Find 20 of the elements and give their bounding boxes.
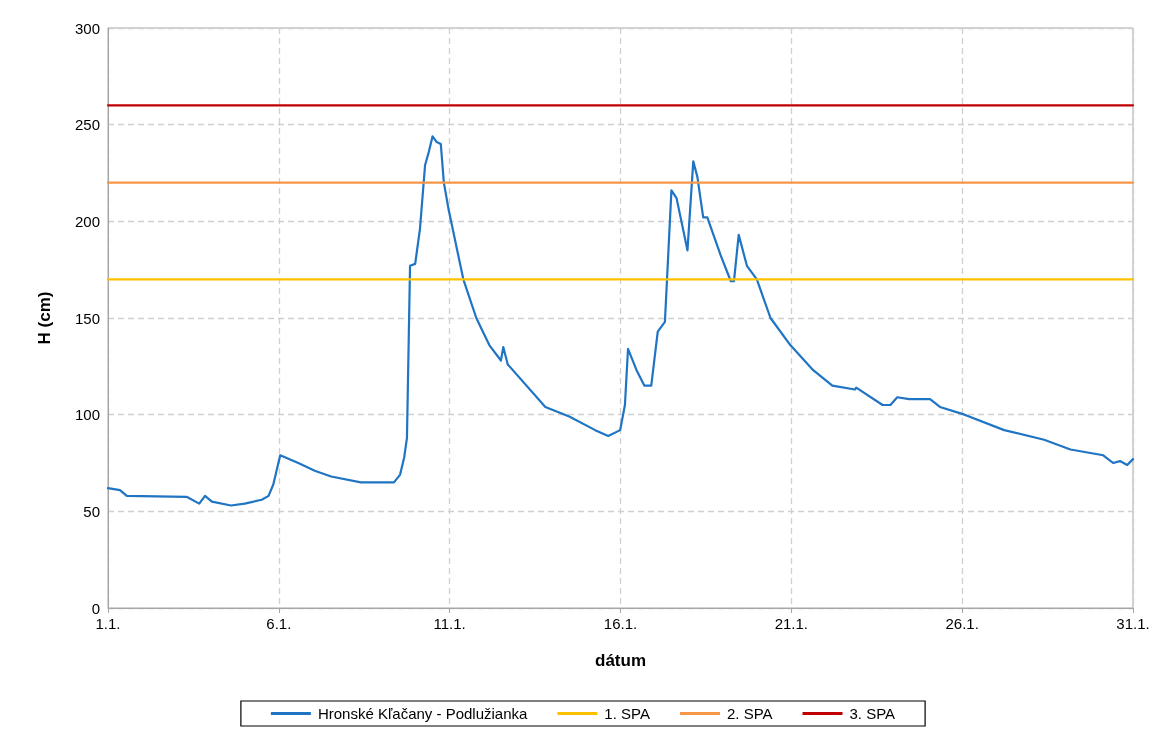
- legend-label: Hronské Kľačany - Podlužianka: [317, 705, 529, 722]
- x-tick-label: 1.1.: [95, 615, 121, 632]
- x-tick-label: 6.1.: [266, 615, 292, 632]
- x-tick-label: 11.1.: [433, 615, 466, 632]
- x-tick-label: 21.1.: [774, 615, 809, 632]
- x-tick-label: 31.1.: [1116, 615, 1150, 632]
- y-tick-label: 200: [74, 212, 100, 230]
- y-tick-label: 50: [83, 502, 100, 520]
- y-tick-label: 250: [74, 116, 100, 134]
- y-tick-label: 100: [74, 406, 100, 424]
- legend-label: 1. SPA: [604, 705, 650, 722]
- y-tick-label: 0: [91, 599, 100, 617]
- y-tick-label: 150: [74, 309, 100, 327]
- x-tick-label: 16.1.: [603, 615, 638, 632]
- legend-label: 3. SPA: [849, 705, 896, 722]
- legend-label: 2. SPA: [726, 705, 773, 722]
- x-axis-title: dátum: [595, 651, 646, 670]
- y-tick-label: 300: [74, 19, 100, 37]
- x-tick-label: 26.1.: [945, 615, 979, 632]
- y-axis-title: H (cm): [35, 291, 54, 345]
